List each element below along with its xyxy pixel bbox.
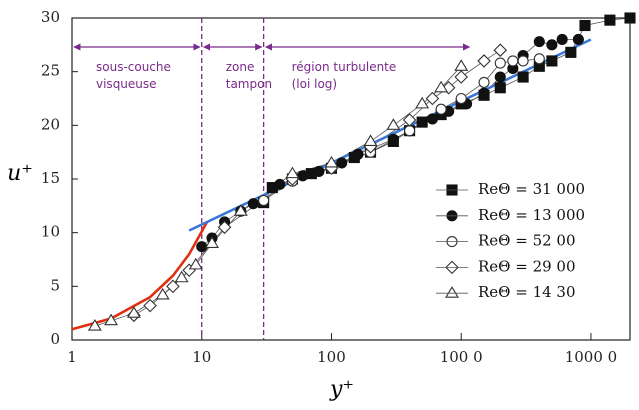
- data-point: [297, 170, 309, 182]
- data-point: [205, 236, 219, 248]
- data-point: [386, 118, 401, 130]
- data-point: [434, 80, 449, 93]
- y-tick-label: 5: [50, 276, 60, 294]
- legend-label: ReΘ = 31 000: [478, 180, 585, 198]
- data-point: [454, 70, 468, 84]
- data-point: [494, 82, 506, 94]
- data-point: [402, 113, 417, 127]
- x-tick-label: 100: [317, 348, 346, 366]
- data-point: [493, 43, 508, 57]
- region-label: zone: [226, 60, 255, 74]
- data-point: [104, 313, 119, 326]
- data-point: [533, 36, 545, 48]
- data-point: [217, 220, 232, 235]
- data-point: [478, 76, 490, 88]
- data-point: [579, 19, 591, 32]
- data-point: [494, 71, 506, 83]
- data-point: [143, 298, 157, 313]
- series-line: [94, 66, 462, 327]
- data-point: [435, 103, 447, 115]
- x-tick-label: 1: [67, 348, 77, 366]
- data-point: [87, 318, 102, 331]
- y-axis-label: u⁺: [7, 161, 33, 186]
- data-point: [387, 133, 399, 145]
- x-tick-label: 1000 0: [565, 348, 618, 366]
- x-axis-label: y⁺: [329, 377, 354, 402]
- data-point: [166, 279, 180, 294]
- data-point: [517, 55, 529, 67]
- data-point: [324, 155, 339, 168]
- data-point: [624, 12, 636, 24]
- region-label: région turbulente: [292, 60, 397, 74]
- data-point: [247, 198, 259, 210]
- data-point: [274, 178, 286, 190]
- x-tick-label: 100 0: [440, 348, 483, 366]
- data-point: [454, 59, 469, 71]
- y-tick-label: 10: [41, 223, 60, 241]
- data-point: [313, 165, 325, 178]
- data-point: [404, 125, 416, 137]
- legend-label: ReΘ = 29 00: [478, 257, 576, 275]
- region-label: visqueuse: [96, 77, 157, 91]
- region-label: sous-couche: [96, 60, 171, 74]
- data-point: [352, 148, 364, 160]
- x-tick-label: 10: [192, 348, 211, 366]
- legend-label: ReΘ = 52 00: [478, 232, 576, 250]
- y-tick-label: 15: [41, 169, 60, 187]
- legend-label: ReΘ = 14 30: [478, 283, 576, 301]
- y-tick-label: 0: [50, 330, 60, 348]
- region-label: tampon: [226, 77, 272, 91]
- data-point: [604, 14, 616, 26]
- data-point: [155, 287, 170, 300]
- y-tick-label: 30: [41, 8, 60, 26]
- data-point: [188, 257, 203, 270]
- data-point: [494, 57, 506, 69]
- data-point: [336, 157, 348, 169]
- data-point: [285, 166, 300, 179]
- data-point: [565, 46, 577, 58]
- data-point: [126, 306, 141, 318]
- data-point: [416, 116, 428, 128]
- region-label: (loi log): [292, 77, 337, 91]
- data-point: [507, 55, 519, 67]
- legend-label: ReΘ = 13 000: [478, 206, 585, 224]
- data-point: [533, 53, 545, 65]
- data-point: [556, 33, 568, 46]
- y-tick-label: 20: [41, 115, 60, 133]
- y-tick-label: 25: [41, 62, 60, 80]
- data-point: [478, 87, 490, 99]
- data-point: [546, 39, 558, 51]
- data-point: [455, 92, 467, 105]
- data-point: [233, 204, 248, 216]
- data-point: [517, 71, 529, 83]
- data-point: [363, 134, 378, 146]
- data-point: [445, 286, 459, 298]
- reference-line: [71, 221, 209, 331]
- data-point: [196, 241, 208, 253]
- data-point: [572, 33, 584, 46]
- data-point: [174, 270, 189, 283]
- data-point: [477, 54, 491, 68]
- data-point: [546, 55, 558, 67]
- data-point: [415, 96, 430, 109]
- data-point: [258, 194, 270, 207]
- data-point: [425, 91, 440, 106]
- data-point: [426, 113, 438, 125]
